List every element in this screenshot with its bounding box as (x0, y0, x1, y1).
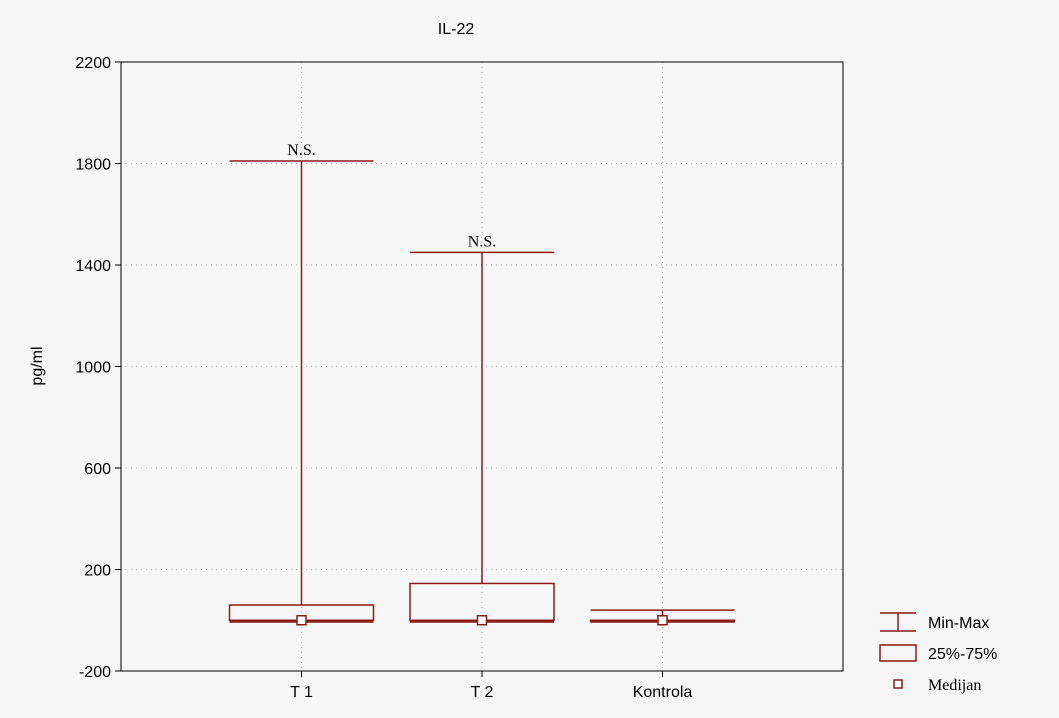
y-tick-label: 1000 (75, 360, 111, 377)
legend-label: Min-Max (928, 615, 989, 632)
legend-median-swatch (893, 679, 903, 689)
y-tick-label: 600 (84, 461, 111, 478)
legend-label: Medijan (928, 677, 981, 694)
y-tick-label: 200 (84, 563, 111, 580)
legend-item: Min-Max (880, 612, 989, 632)
box-group: N.S. (409, 233, 555, 626)
y-tick-label: 2200 (75, 55, 111, 72)
legend-item: 25%-75% (879, 644, 997, 663)
x-tick-label: T 1 (290, 684, 313, 701)
significance-label: N.S. (287, 142, 315, 159)
chart-title: IL-22 (438, 21, 475, 38)
legend-label: 25%-75% (928, 646, 997, 663)
iqr-box (409, 582, 555, 621)
legend-box-swatch (879, 644, 917, 662)
y-tick-label: 1400 (75, 258, 111, 275)
y-tick-label: -200 (79, 664, 111, 681)
y-tick-label: 1800 (75, 157, 111, 174)
significance-label: N.S. (468, 233, 496, 250)
y-axis-label: pg/ml (29, 346, 46, 385)
x-axis-ticks: T 1 T 2 Kontrola (290, 671, 692, 701)
box-group: N.S. (228, 142, 375, 626)
legend: Min-Max 25%-75% Medijan (879, 612, 997, 694)
x-tick-label: T 2 (471, 684, 494, 701)
y-axis-ticks: -200 200 600 1000 1400 1800 2200 (75, 55, 121, 681)
box-series: N.S. N.S. (228, 142, 736, 626)
median-marker (657, 615, 668, 626)
median-marker (476, 615, 488, 626)
median-marker (296, 615, 307, 626)
legend-item: Medijan (893, 677, 981, 694)
box-group (589, 609, 736, 626)
x-tick-label: Kontrola (633, 684, 693, 701)
